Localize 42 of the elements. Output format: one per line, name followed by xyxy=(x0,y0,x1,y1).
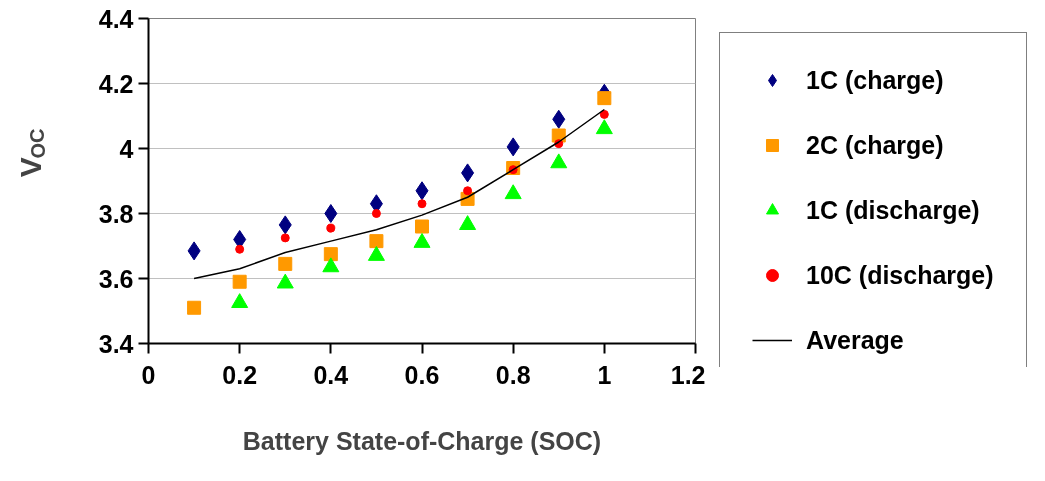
legend-label: 10C (discharge) xyxy=(806,260,994,290)
point xyxy=(417,199,427,209)
point xyxy=(371,209,381,218)
point xyxy=(597,91,612,106)
point xyxy=(326,223,336,233)
x-tick-label: 0.2 xyxy=(222,360,258,389)
y-tick-label: 4 xyxy=(119,134,134,163)
point xyxy=(280,233,290,243)
y-tick-label: 3.4 xyxy=(98,329,134,358)
point xyxy=(463,186,473,196)
point xyxy=(232,274,247,289)
legend-label: 1C (charge) xyxy=(806,65,944,95)
point xyxy=(187,241,201,261)
y-tick-label: 3.8 xyxy=(98,199,134,228)
legend-label: Average xyxy=(806,325,904,355)
x-tick-label: 1.2 xyxy=(670,360,706,389)
y-tick-label: 3.6 xyxy=(98,264,134,293)
point xyxy=(322,257,340,273)
legend-label: 2C (charge) xyxy=(806,130,944,160)
point xyxy=(415,181,429,201)
y-tick-label: 4.4 xyxy=(98,4,134,33)
point xyxy=(552,109,566,129)
y-axis-title: VOC xyxy=(14,128,49,178)
x-axis-title: Battery State-of-Charge (SOC) xyxy=(242,426,602,455)
x-tick-label: 0 xyxy=(141,360,156,389)
y-tick-label: 4.2 xyxy=(98,69,134,98)
point xyxy=(415,219,429,234)
point xyxy=(369,234,384,249)
point xyxy=(323,247,338,262)
x-tick-label: 1 xyxy=(597,360,612,389)
point xyxy=(187,300,202,315)
point xyxy=(324,204,338,223)
point xyxy=(278,256,293,271)
point xyxy=(278,215,292,235)
legend-label: 1C (discharge) xyxy=(806,195,980,225)
point xyxy=(235,244,245,254)
point xyxy=(504,184,522,200)
x-tick-label: 0.6 xyxy=(404,360,440,389)
x-tick-label: 0.4 xyxy=(313,360,349,389)
point xyxy=(506,137,520,157)
x-tick-label: 0.8 xyxy=(495,360,531,389)
point xyxy=(461,163,475,183)
